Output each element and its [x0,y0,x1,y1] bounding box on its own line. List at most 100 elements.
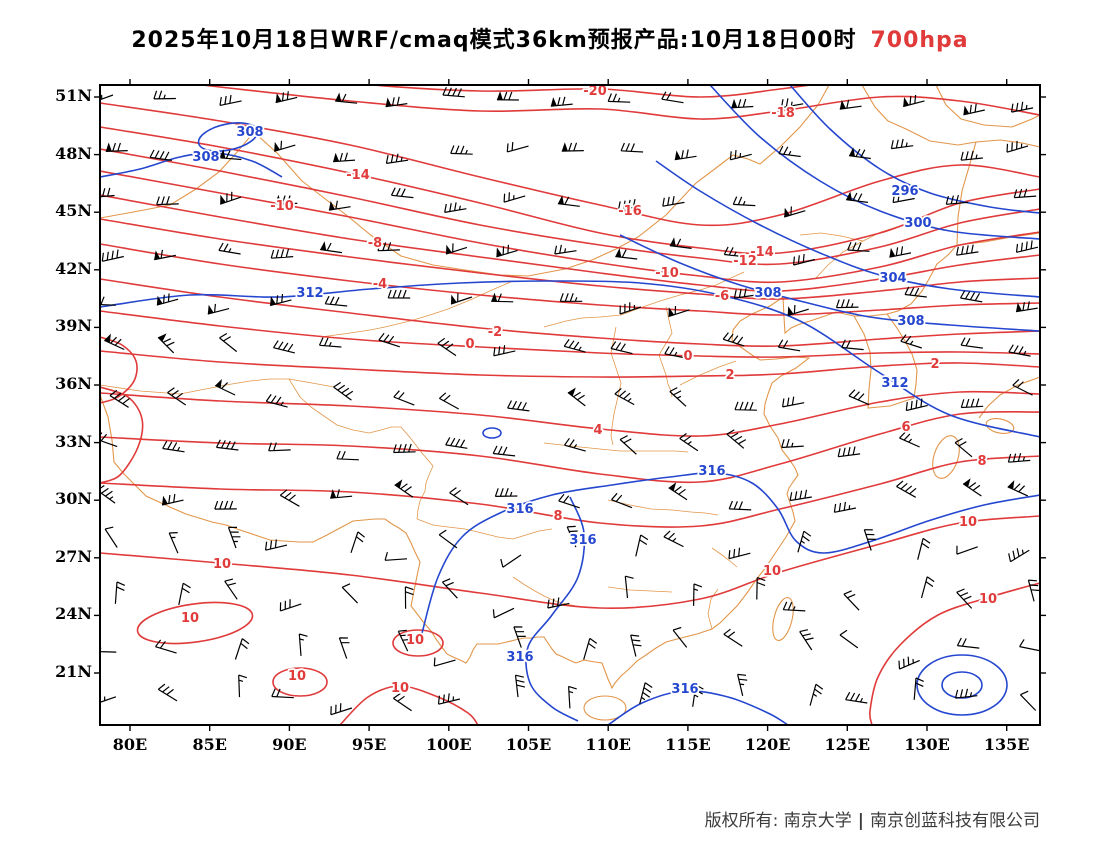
wind-barb [898,656,920,670]
amur-border [861,85,1040,148]
wind-barb [1027,579,1040,602]
wind-barb [496,244,518,258]
contour-label: -20 [583,84,607,99]
southwest-border [100,394,577,664]
wind-barb [450,145,473,155]
wind-barb [101,249,124,262]
wind-barb [624,575,634,599]
lat-tick-label: 45N [55,201,92,221]
contour-label: -4 [373,277,387,292]
province-border [512,576,577,607]
contour-label: 308 [754,286,781,301]
contour-label: 10 [181,611,199,626]
temperature-contour--6 [100,218,1040,300]
temperature-contour--10 [100,170,1040,284]
contour-label: 10 [391,681,409,696]
contour-label: -18 [771,106,795,121]
wind-barb [271,688,294,699]
wind-barb [219,332,238,353]
height-contour [421,472,1040,634]
wind-barb [846,192,868,203]
copyright-company: 南京创蓝科技有限公司 [870,811,1040,831]
wind-barb [892,193,915,204]
wind-barb [1012,378,1033,396]
wind-barb [607,93,631,103]
wind-barb-pennant [275,194,282,204]
wind-barb [336,450,359,461]
wind-barb [441,578,458,599]
wind-barb [956,244,979,256]
contour-label: 300 [904,216,931,231]
wind-barb [437,337,457,357]
wind-barb [224,578,238,600]
lon-tick-label: 85E [192,735,227,754]
wind-barb [238,674,247,698]
wind-barb [168,532,179,554]
wind-barb [905,398,928,412]
province-border [679,360,737,386]
wind-barb [500,554,522,568]
wind-barb [155,639,177,654]
wind-barb [385,96,408,108]
wind-barb [729,150,752,161]
wind-barb [1006,140,1029,153]
wind-barb [503,192,526,203]
height-contour [100,152,283,178]
lon-tick-label: 105E [505,735,552,754]
wind-barb [722,332,745,347]
wind-barb [662,195,685,207]
contour-label: 0 [465,337,474,352]
contour-label: 10 [288,669,306,684]
temperature-contour--20 [363,85,817,98]
wind-barb [693,583,703,606]
wind-barb [809,683,824,706]
wind-barb [104,336,125,351]
height-contour [607,690,789,725]
wind-barb [335,93,358,104]
wind-barb [514,674,526,698]
wind-barb-pennant [320,241,327,251]
wind-barb [833,501,857,513]
wind-barb [920,576,935,599]
wind-barb-pennant [668,307,675,317]
wind-barb [863,529,876,551]
wind-barb [279,599,302,612]
lat-tick-label: 39N [55,316,92,336]
lat-tick-label: 27N [55,546,92,566]
wind-barb [438,529,458,549]
temperature-contour-closed [392,629,444,657]
wind-barb [777,339,801,352]
plot-frame [99,84,1041,726]
temperature-contour-4 [100,390,1040,437]
wind-barb [843,590,860,611]
temperature-contour-closed [272,667,328,697]
lon-tick-label: 125E [824,735,871,754]
wind-barb [917,537,931,560]
lat-tick-label: 51N [55,86,92,105]
wind-barb [959,290,983,303]
contour-label: 10 [979,592,997,607]
wind-barb-pennant [154,250,161,260]
lat-tick-label: 21N [55,662,92,681]
wind-barb-pennant [889,247,896,258]
wind-barb [564,437,586,452]
wind-barb [611,492,633,509]
wind-barb [1013,188,1037,199]
wind-barb [890,138,914,150]
contour-label: -6 [715,289,729,304]
wind-barb [157,683,178,702]
lon-tick-label: 120E [744,735,791,754]
contour-label: 8 [977,454,986,469]
wind-barb [845,691,868,704]
wind-barb-pennant [731,98,738,108]
wind-barb [956,545,978,555]
contour-label: 10 [406,633,424,648]
wind-barb [227,526,241,549]
wind-barb [726,429,747,449]
wind-barb [559,293,583,302]
wind-barb [378,332,400,348]
contour-label: 312 [296,286,323,301]
wind-barb [1008,548,1030,563]
wind-barb-pennant [207,304,214,315]
